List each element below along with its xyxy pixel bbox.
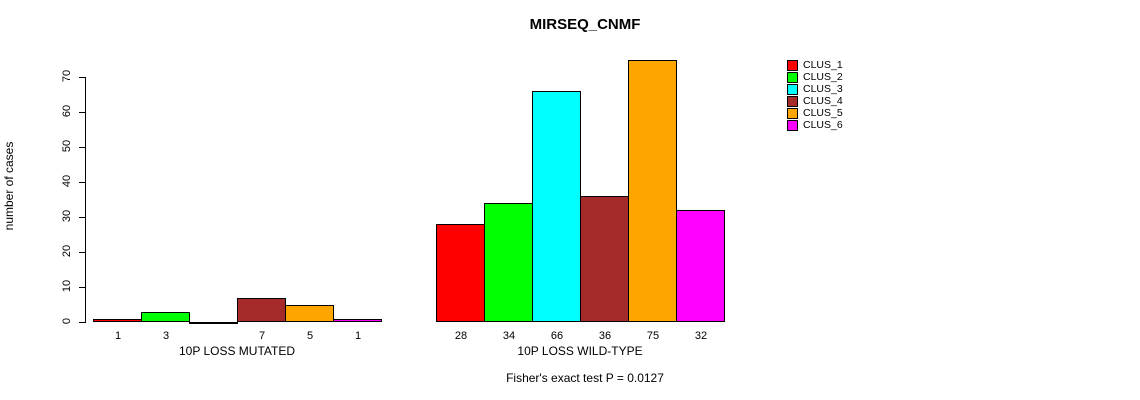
legend-item: CLUS_3 [787,83,843,95]
y-axis-line [85,77,86,323]
legend-swatch [787,71,798,83]
legend-label: CLUS_6 [803,119,843,131]
footnote-fisher-test: Fisher's exact test P = 0.0127 [506,371,664,385]
y-tick-mark [79,217,85,218]
legend-item: CLUS_6 [787,119,843,131]
bar-count-label: 34 [502,330,516,342]
y-tick-label: 50 [61,139,73,153]
legend-label: CLUS_3 [803,83,843,95]
bar-count-label: 32 [694,330,708,342]
legend-label: CLUS_4 [803,95,843,107]
bar-clus_5 [628,59,677,322]
legend-item: CLUS_5 [787,107,843,119]
y-tick-mark [79,112,85,113]
y-tick-mark [79,147,85,148]
legend-swatch [787,83,798,95]
y-tick-label: 40 [61,174,73,188]
legend-label: CLUS_1 [803,59,843,71]
bar-clus_3 [532,91,581,322]
legend-item: CLUS_4 [787,95,843,107]
y-tick-label: 70 [61,69,73,83]
y-tick-mark [79,252,85,253]
bar-clus_1 [436,224,485,322]
bar-clus_4 [237,297,286,322]
bar-clus_6 [676,210,725,322]
y-tick-mark [79,182,85,183]
bar-clus_4 [580,196,629,322]
legend-item: CLUS_2 [787,71,843,83]
x-group-label: 10P LOSS MUTATED [178,344,296,358]
legend-swatch [787,59,798,71]
legend: CLUS_1 CLUS_2 CLUS_3 CLUS_4 CLUS_5 CLUS_6 [787,59,843,131]
legend-swatch [787,119,798,131]
bar-count-label: 7 [258,330,266,342]
legend-label: CLUS_5 [803,107,843,119]
bar-count-label: 1 [114,330,122,342]
legend-item: CLUS_1 [787,59,843,71]
bar-clus_2 [484,203,533,322]
bar-count-label: 36 [598,330,612,342]
y-tick-label: 0 [61,317,73,325]
y-tick-mark [79,322,85,323]
y-tick-mark [79,287,85,288]
bar-count-label: 1 [354,330,362,342]
bar-clus_1 [93,318,142,322]
bar-clus_3 [189,322,238,324]
bar-count-label: 75 [646,330,660,342]
bar-clus_2 [141,311,190,322]
legend-swatch [787,107,798,119]
y-tick-mark [79,77,85,78]
chart-title: MIRSEQ_CNMF [529,16,641,33]
y-axis-label: number of cases [2,141,16,231]
y-tick-label: 60 [61,104,73,118]
legend-label: CLUS_2 [803,71,843,83]
bar-clus_6 [333,318,382,322]
bar-count-label: 66 [550,330,564,342]
bar-count-label: 3 [162,330,170,342]
y-tick-label: 30 [61,209,73,223]
x-group-label: 10P LOSS WILD-TYPE [517,344,643,358]
y-tick-label: 10 [61,279,73,293]
y-tick-label: 20 [61,244,73,258]
legend-swatch [787,95,798,107]
bar-clus_5 [285,304,334,322]
bar-count-label: 28 [454,330,468,342]
bar-count-label: 5 [306,330,314,342]
